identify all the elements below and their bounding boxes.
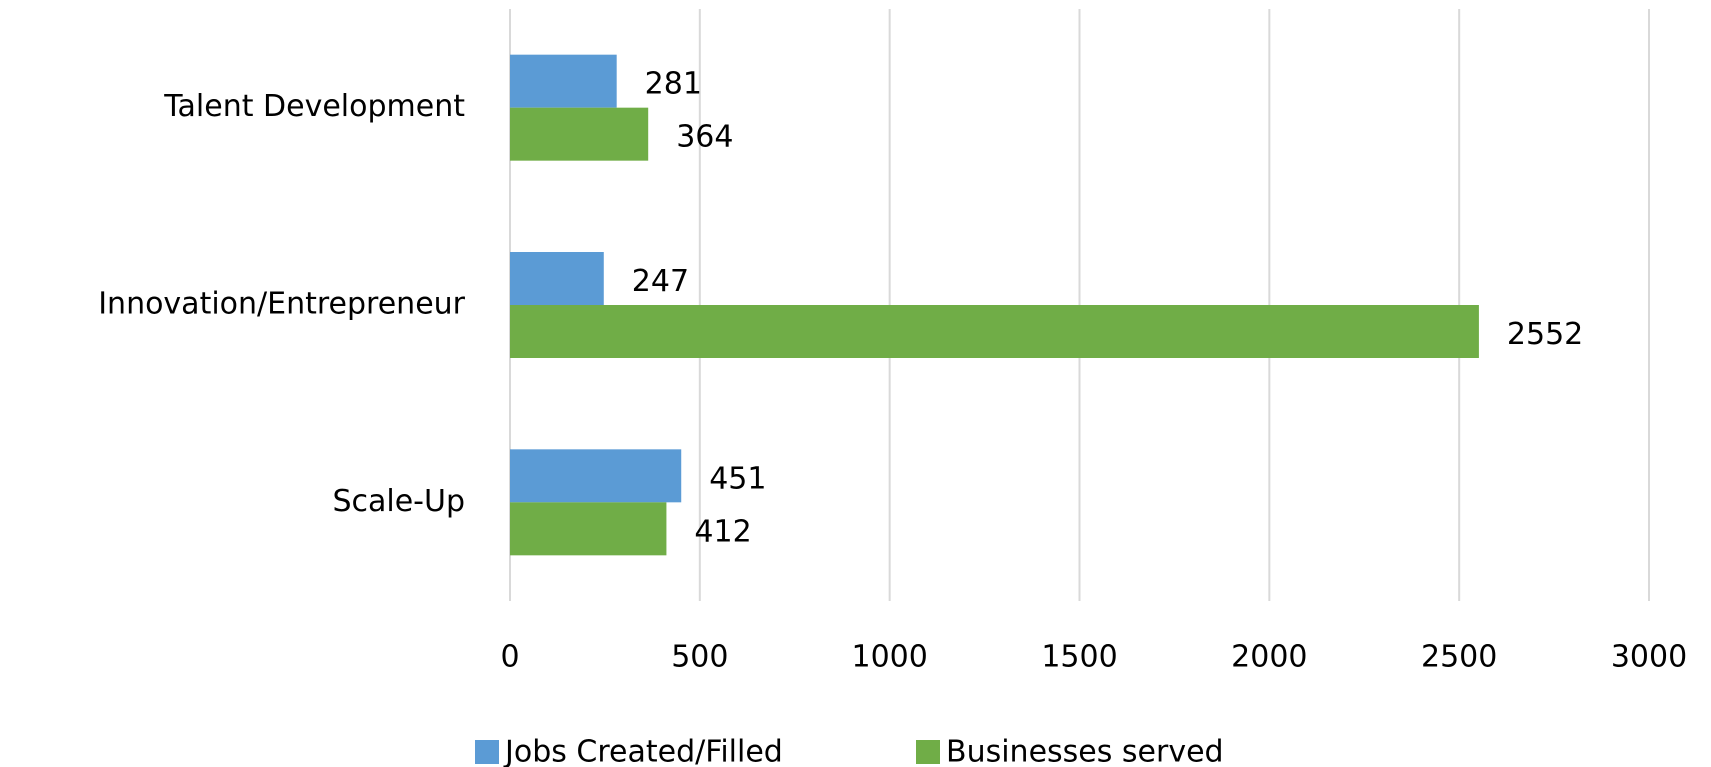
x-tick-label: 1500 [1041,640,1117,675]
x-tick-label: 2500 [1421,640,1497,675]
bar [510,107,649,161]
legend-label: Jobs Created/Filled [503,735,783,767]
y-tick-label: Innovation/Entrepreneur [98,287,465,322]
data-label: 247 [632,264,689,299]
bar [510,252,604,305]
legend-label: Businesses served [946,735,1224,767]
bar [510,54,617,108]
x-tick-label: 1000 [851,640,927,675]
data-label: 364 [676,120,733,155]
x-tick-label: 3000 [1611,640,1687,675]
data-label: 281 [645,67,702,102]
data-label: 2552 [1507,317,1583,352]
bar [510,502,667,556]
bar [510,305,1479,358]
x-tick-label: 500 [671,640,728,675]
data-label: 451 [709,461,766,496]
y-tick-label: Scale-Up [332,484,465,519]
bar [510,449,682,503]
y-tick-label: Talent Development [163,89,465,124]
x-tick-label: 2000 [1231,640,1307,675]
legend-swatch [916,740,940,764]
x-tick-label: 0 [500,640,519,675]
data-label: 412 [694,514,751,549]
legend-swatch [475,740,499,764]
